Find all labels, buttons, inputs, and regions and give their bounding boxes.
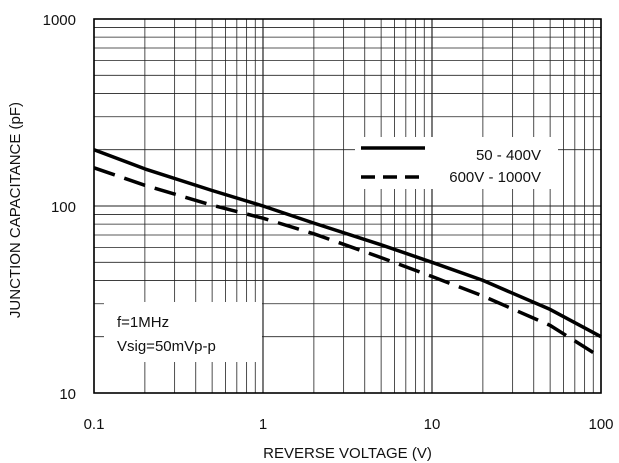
x-tick-label: 10: [424, 416, 441, 433]
frequency-note: f=1MHz: [117, 314, 169, 331]
signal-note: Vsig=50mVp-p: [117, 338, 216, 355]
legend-background: [355, 137, 558, 189]
legend: 50 - 400V 600V - 1000V: [355, 137, 558, 189]
y-axis-label: JUNCTION CAPACITANCE (pF): [7, 102, 24, 318]
series-line-solid: [93, 148, 602, 339]
x-axis-label: REVERSE VOLTAGE (V): [263, 445, 432, 462]
note-background: [104, 302, 262, 362]
x-tick-label: 0.1: [84, 416, 105, 433]
y-tick-label: 10: [59, 386, 76, 403]
tick-labels: 0.1 1 10 100 10 100 1000: [43, 12, 614, 433]
series-lines: [93, 148, 602, 359]
x-tick-label: 100: [588, 416, 613, 433]
y-tick-label: 1000: [43, 12, 76, 29]
x-tick-label: 1: [259, 416, 267, 433]
legend-label-600-1000v: 600V - 1000V: [449, 169, 541, 186]
series-line-dashed: [93, 166, 602, 359]
plot-frame: [93, 18, 602, 394]
y-tick-label: 100: [51, 199, 76, 216]
test-conditions-note: f=1MHz Vsig=50mVp-p: [104, 302, 262, 362]
legend-label-50-400v: 50 - 400V: [476, 147, 541, 164]
